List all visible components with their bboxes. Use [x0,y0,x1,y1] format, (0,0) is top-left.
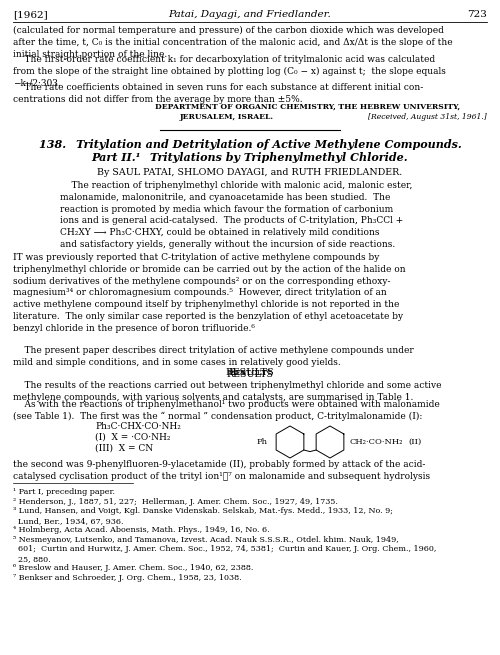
Text: CH₂·CO·NH₂: CH₂·CO·NH₂ [350,438,404,446]
Text: Ph₃C·CHX·CO·NH₂: Ph₃C·CHX·CO·NH₂ [95,422,181,431]
Text: IT was previously reported that C-tritylation of active methylene compounds by
t: IT was previously reported that C-trityl… [13,253,406,333]
Text: The results of the reactions carried out between triphenylmethyl chloride and so: The results of the reactions carried out… [13,381,442,402]
Text: ² Henderson, J., 1887, 51, 227;  Hellerman, J. Amer. Chem. Soc., 1927, 49, 1735.: ² Henderson, J., 1887, 51, 227; Hellerma… [13,498,338,506]
Text: (I)  X = ·CO·NH₂: (I) X = ·CO·NH₂ [95,433,170,442]
Text: ³ Lund, Hansen, and Voigt, Kgl. Danske Videnskab. Selskab, Mat.-fys. Medd., 1933: ³ Lund, Hansen, and Voigt, Kgl. Danske V… [13,507,393,525]
Text: The first-order rate coefficient k₁ for decarboxylation of tritylmalonic acid wa: The first-order rate coefficient k₁ for … [13,55,446,88]
Text: As with the reactions of triphenylmethanol¹ two products were obtained with malo: As with the reactions of triphenylmethan… [13,400,440,421]
Text: Part II.¹  Tritylations by Triphenylmethyl Chloride.: Part II.¹ Tritylations by Triphenylmethy… [92,152,408,163]
Text: ⁷ Benkser and Schroeder, J. Org. Chem., 1958, 23, 1038.: ⁷ Benkser and Schroeder, J. Org. Chem., … [13,574,241,582]
Text: 723: 723 [467,10,487,19]
Text: ⁵ Nesmeyanov, Lutsenko, and Tamanova, Izvest. Acad. Nauk S.S.S.R., Otdel. khim. : ⁵ Nesmeyanov, Lutsenko, and Tamanova, Iz… [13,536,436,563]
Text: By SAUL PATAI, SHLOMO DAYAGI, and RUTH FRIEDLANDER.: By SAUL PATAI, SHLOMO DAYAGI, and RUTH F… [98,168,403,177]
Text: The present paper describes direct tritylation of active methylene compounds und: The present paper describes direct trity… [13,346,414,367]
Text: [1962]: [1962] [13,10,48,19]
Text: RESULTS: RESULTS [226,368,274,377]
Text: JERUSALEM, ISRAEL.: JERUSALEM, ISRAEL. [180,113,274,121]
Text: ⁴ Holmberg, Acta Acad. Aboensis, Math. Phys., 1949, 16, No. 6.: ⁴ Holmberg, Acta Acad. Aboensis, Math. P… [13,526,270,534]
Text: Rᴇsᴛᴄʟᴛˢ: Rᴇsᴛᴄʟᴛˢ [229,368,271,377]
Text: 138.   Tritylation and Detritylation of Active Methylene Compounds.: 138. Tritylation and Detritylation of Ac… [38,139,462,150]
Text: Ph: Ph [257,438,268,446]
Text: ⁶ Breslow and Hauser, J. Amer. Chem. Soc., 1940, 62, 2388.: ⁶ Breslow and Hauser, J. Amer. Chem. Soc… [13,564,254,572]
Text: The rate coefficients obtained in seven runs for each substance at different ini: The rate coefficients obtained in seven … [13,83,423,103]
Text: RESULTS: RESULTS [226,370,274,379]
Text: (calculated for normal temperature and pressure) of the carbon dioxide which was: (calculated for normal temperature and p… [13,26,452,59]
Text: Patai, Dayagi, and Friedlander.: Patai, Dayagi, and Friedlander. [168,10,332,19]
Text: (III)  X = CN: (III) X = CN [95,444,153,453]
Text: (II): (II) [408,438,421,446]
Text: ¹ Part I, preceding paper.: ¹ Part I, preceding paper. [13,488,115,496]
Text: [Received, August 31st, 1961.]: [Received, August 31st, 1961.] [368,113,487,121]
Text: DEPARTMENT OF ORGANIC CHEMISTRY, THE HEBREW UNIVERSITY,: DEPARTMENT OF ORGANIC CHEMISTRY, THE HEB… [155,103,460,111]
Text: the second was 9-phenylfluoren-9-ylacetamide (II), probably formed by attack of : the second was 9-phenylfluoren-9-ylaceta… [13,460,430,481]
Text: The reaction of triphenylmethyl chloride with malonic acid, malonic ester,
malon: The reaction of triphenylmethyl chloride… [60,181,412,249]
